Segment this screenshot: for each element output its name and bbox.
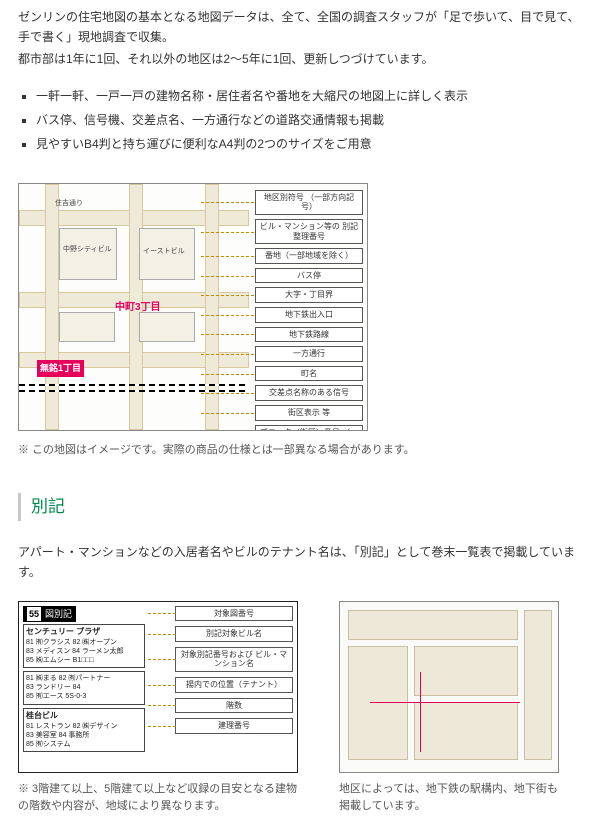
section-heading-bekki: 別記	[18, 493, 583, 521]
map-chome-label: 中町3丁目	[115, 300, 161, 317]
map-chome-label: 無銘1丁目	[37, 360, 84, 377]
bekki-left-col: 55 図別記 センチュリー プラザ 81 ㈲クラシス 82 ㈱オープン 83 メ…	[18, 601, 303, 815]
map-bld-label: 中野シティビル	[63, 244, 112, 256]
map-note: ※ この地図はイメージです。実際の商品の仕様とは一部異なる場合があります。	[18, 441, 583, 459]
map-bld-label: イーストビル	[143, 246, 185, 258]
bekki-right-col: 地区によっては、地下鉄の駅構内、地下街も掲載しています。	[339, 601, 559, 815]
bekki-header-text: 図別記	[45, 607, 72, 622]
map-callout: 一方通行	[255, 346, 363, 362]
map-sample-image: 住吉通り 中野シティビル イーストビル 中町3丁目 無銘1丁目 地区別符号 （一…	[18, 183, 368, 431]
intro-line-1: ゼンリンの住宅地図の基本となる地図データは、全て、全国の調査スタッフが「足で歩い…	[18, 8, 583, 48]
bekki-callout: 揚内での位置（テナント）	[175, 677, 293, 693]
bekki-callout: 対象別記番号および ビル・マンション名	[175, 647, 293, 672]
bekki-unit-title: センチュリー プラザ	[26, 627, 142, 637]
map-callout: 町名	[255, 366, 363, 382]
map-callout: 地下鉄路線	[255, 327, 363, 343]
bekki-header-num: 55	[27, 607, 41, 622]
intro-block: ゼンリンの住宅地図の基本となる地図データは、全て、全国の調査スタッフが「足で歩い…	[18, 8, 583, 69]
bekki-intro: アパート・マンションなどの入居者名やビルのテナント名は、「別記」として巻末一覧表…	[18, 543, 583, 583]
feature-list: 一軒一軒、一戸一戸の建物名称・居住者名や番地を大縮尺の地図上に詳しく表示 バス停…	[18, 87, 583, 154]
map-callout: 地下鉄出入口	[255, 307, 363, 323]
feature-item: バス停、信号機、交差点名、一方通行などの道路交通情報も掲載	[36, 111, 583, 131]
bekki-callout: 対象図番号	[175, 606, 293, 622]
map-callout: 大字・丁目界	[255, 287, 363, 303]
feature-item: 見やすいB4判と持ち運びに便利なA4判の2つのサイズをご用意	[36, 135, 583, 155]
map-sample-block: 住吉通り 中野シティビル イーストビル 中町3丁目 無銘1丁目 地区別符号 （一…	[18, 183, 583, 459]
station-sample-image	[339, 601, 559, 773]
bekki-unit-title: 桂台ビル	[26, 711, 142, 721]
bekki-callout: 別記対象ビル名	[175, 626, 293, 642]
map-callout: 番地（一部地域を除く）	[255, 248, 363, 264]
map-callout: 街区表示 等	[255, 405, 363, 421]
map-street-label: 住吉通り	[55, 198, 83, 210]
feature-item: 一軒一軒、一戸一戸の建物名称・居住者名や番地を大縮尺の地図上に詳しく表示	[36, 87, 583, 107]
bekki-header: 55 図別記	[23, 606, 76, 623]
bekki-sample-image: 55 図別記 センチュリー プラザ 81 ㈲クラシス 82 ㈱オープン 83 メ…	[18, 601, 298, 773]
map-callout-column: 地区別符号 （一部方向記号） ビル・マンション等の 別記整理番号 番地（一部地域…	[255, 190, 363, 424]
intro-line-2: 都市部は1年に1回、それ以外の地区は2〜5年に1回、更新しつづけています。	[18, 50, 583, 70]
map-callout: バス停	[255, 268, 363, 284]
map-callout: ブロック（街区）番号 （一部地域を除く）	[255, 425, 363, 431]
map-callout: 交差点名称のある信号	[255, 385, 363, 401]
station-caption: 地区によっては、地下鉄の駅構内、地下街も掲載しています。	[339, 781, 559, 815]
map-callout: 地区別符号 （一部方向記号）	[255, 190, 363, 215]
bekki-callout: 建理番号	[175, 718, 293, 734]
map-callout: ビル・マンション等の 別記整理番号	[255, 219, 363, 244]
bekki-left-caption: ※ 3階建て以上、5階建て以上など収録の目安となる建物の階数や内容が、地域により…	[18, 781, 303, 815]
bekki-two-col: 55 図別記 センチュリー プラザ 81 ㈲クラシス 82 ㈱オープン 83 メ…	[18, 601, 583, 815]
